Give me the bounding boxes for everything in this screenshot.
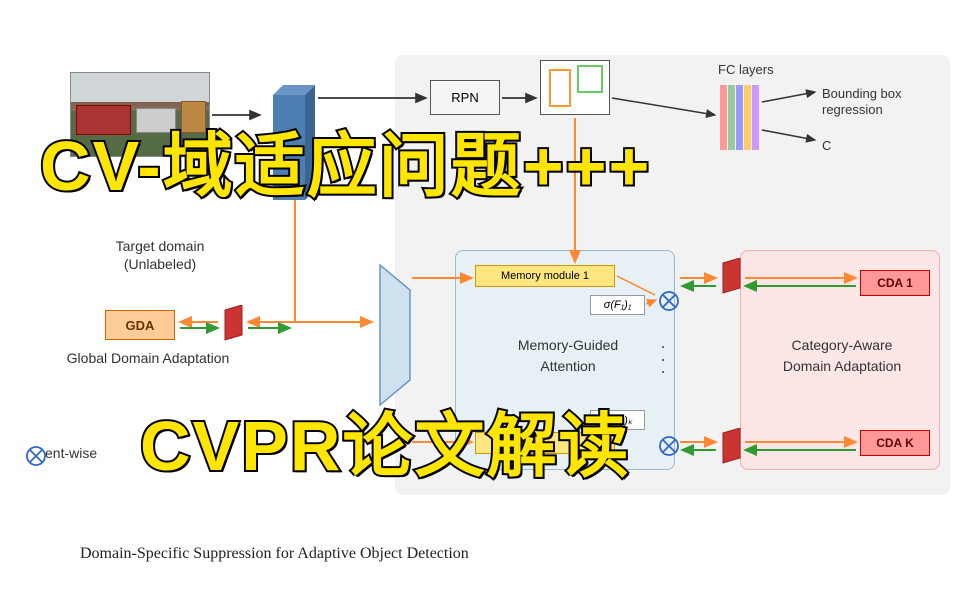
cda-1: CDA 1 xyxy=(860,270,930,296)
cda-k: CDA K xyxy=(860,430,930,456)
fc-bar-4 xyxy=(744,85,751,150)
bbox-label: Bounding boxregression xyxy=(822,86,902,117)
sigma-1: σ(F₁)₁ xyxy=(590,295,645,315)
gda-box: GDA xyxy=(105,310,175,340)
overlay-line-1: CV-域适应问题+++ xyxy=(40,110,651,211)
cat-aware-label: Category-AwareDomain Adaptation xyxy=(762,335,922,377)
overlay-line-2: CVPR论文解读 xyxy=(140,390,630,491)
target-domain-label: Target domain(Unlabeled) xyxy=(95,237,225,273)
fc-label: FC layers xyxy=(718,62,774,77)
vertical-dots: ··· xyxy=(660,340,666,378)
fc-bar-2 xyxy=(728,85,735,150)
proposals-box xyxy=(540,60,610,115)
ent-wise-label: ent-wise xyxy=(45,445,97,461)
grl-1 xyxy=(220,305,248,350)
global-domain-label: Global Domain Adaptation xyxy=(58,350,238,366)
fc-bar-3 xyxy=(736,85,743,150)
rpn-label: RPN xyxy=(451,90,478,105)
grl-3 xyxy=(718,428,746,473)
mem-guided-label: Memory-GuidedAttention xyxy=(493,335,643,377)
fc-bar-1 xyxy=(720,85,727,150)
otimes-3 xyxy=(658,435,680,462)
memory-module-1: Memory module 1 xyxy=(475,265,615,287)
otimes-1 xyxy=(25,445,47,472)
caption: Domain-Specific Suppression for Adaptive… xyxy=(80,545,469,563)
classif-label: C xyxy=(822,138,831,153)
grl-2 xyxy=(718,258,746,303)
otimes-2 xyxy=(658,290,680,317)
fc-bar-5 xyxy=(752,85,759,150)
